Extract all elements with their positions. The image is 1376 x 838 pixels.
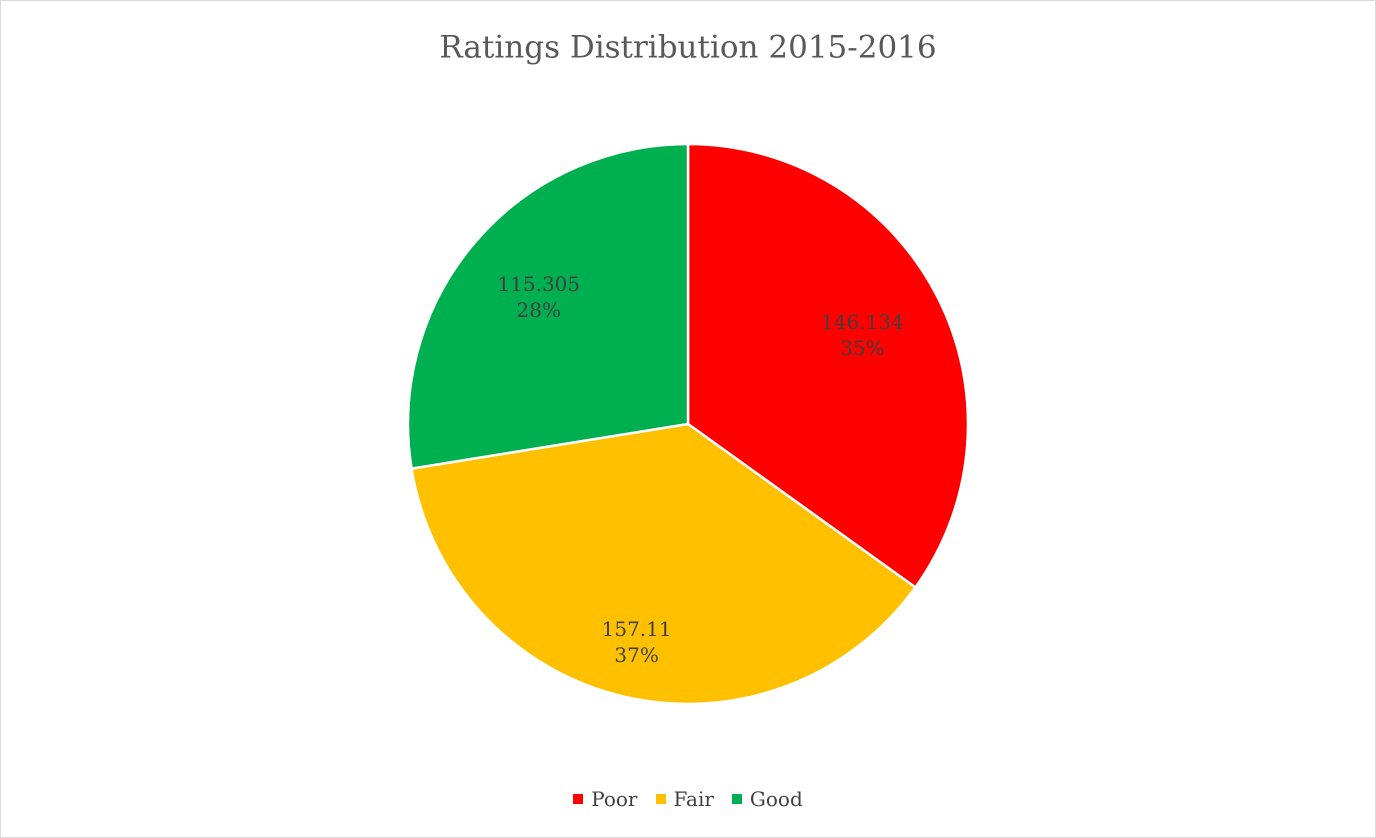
data-label: 157.11 37%	[601, 617, 672, 668]
pie-slice	[410, 422, 918, 706]
legend-swatch	[573, 794, 584, 804]
legend-swatch	[731, 794, 742, 804]
legend-item: Poor	[573, 787, 638, 811]
legend-item: Good	[731, 787, 803, 811]
legend: Poor Fair Good	[1, 787, 1375, 811]
pie-slice	[406, 142, 690, 471]
legend-swatch	[655, 794, 666, 804]
chart-title: Ratings Distribution 2015-2016	[439, 30, 936, 66]
pie-slice	[686, 142, 970, 590]
legend-label: Fair	[673, 787, 714, 811]
legend-label: Poor	[591, 787, 638, 811]
data-label: 146.134 35%	[821, 309, 904, 360]
legend-item: Fair	[655, 787, 714, 811]
data-label: 115.305 28%	[497, 271, 581, 322]
legend-label: Good	[749, 787, 803, 811]
